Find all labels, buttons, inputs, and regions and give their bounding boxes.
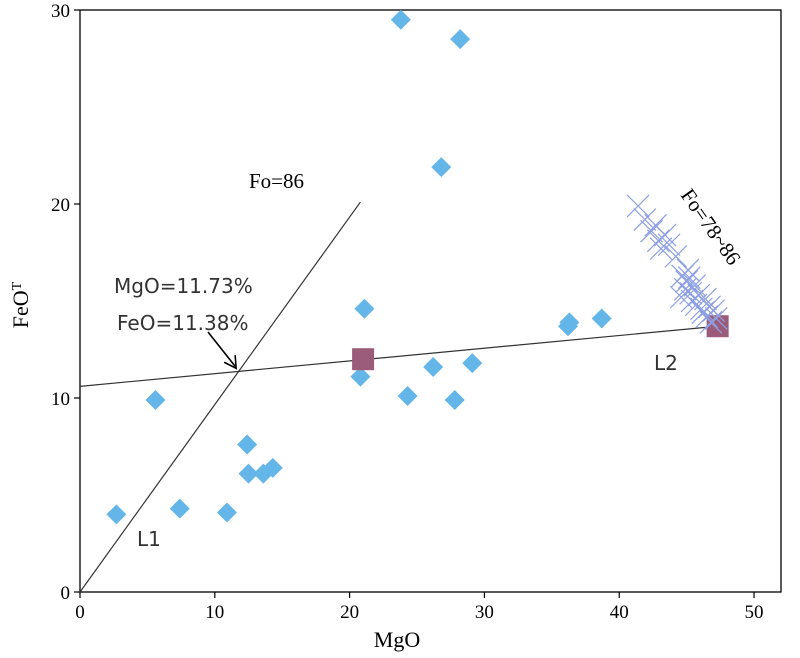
- y-tick-label: 0: [61, 583, 71, 604]
- cross-marker: [657, 233, 681, 257]
- cross-marker: [699, 310, 723, 334]
- x-tick-label: 30: [475, 602, 494, 623]
- cross-marker-stroke: [644, 213, 668, 237]
- diamond-marker: [462, 353, 483, 374]
- square-marker: [706, 315, 729, 338]
- cross-marker: [675, 270, 699, 294]
- cross-marker: [664, 244, 688, 268]
- cross-marker: [640, 219, 664, 243]
- diamond-marker: [106, 504, 127, 525]
- regression-line-l2: [79, 325, 718, 387]
- cross-marker: [676, 258, 700, 282]
- cross-marker-stroke: [687, 283, 711, 307]
- cross-marker: [649, 237, 673, 261]
- diamond-marker: [237, 434, 258, 455]
- diamond-marker: [216, 502, 237, 523]
- diamond-marker: [397, 386, 418, 407]
- x-tick-label: 10: [205, 602, 224, 623]
- cross-marker-stroke: [626, 194, 650, 218]
- feo-value-label: FeO=11.38%: [117, 311, 248, 335]
- cross-marker-stroke: [673, 277, 697, 301]
- diamond-marker: [169, 498, 190, 519]
- y-axis-title-main: FeO: [8, 290, 33, 328]
- plot-frame: [79, 9, 782, 593]
- cross-marker: [669, 285, 693, 309]
- cross-marker-stroke: [675, 270, 699, 294]
- diamond-marker: [390, 9, 411, 30]
- diamond-marker: [238, 463, 259, 484]
- cross-marker-stroke: [694, 287, 717, 311]
- y-tick-label: 10: [51, 389, 70, 410]
- diamond-marker: [450, 29, 471, 50]
- y-axis-title: FeOT: [8, 281, 33, 328]
- cross-marker-stroke: [679, 281, 703, 305]
- cross-marker: [683, 274, 707, 297]
- diamond-marker: [444, 389, 465, 410]
- diamond-marker: [350, 366, 371, 387]
- cross-marker: [679, 281, 703, 305]
- x-tick-label: 40: [610, 602, 629, 623]
- l2-label: L2: [654, 351, 678, 375]
- data-marks: [79, 9, 729, 593]
- diamond-marker: [145, 389, 166, 410]
- intersection-arrow: [207, 331, 238, 370]
- cross-marker-stroke: [640, 219, 664, 243]
- mgo-value-label: MgO=11.73%: [114, 274, 253, 298]
- cross-marker-stroke: [704, 307, 728, 330]
- cross-marker: [694, 287, 717, 311]
- cross-marker-stroke: [646, 229, 670, 253]
- cross-marker-stroke: [633, 208, 657, 231]
- diamond-marker: [423, 356, 444, 377]
- x-tick-label: 0: [75, 602, 85, 623]
- cross-marker-stroke: [690, 297, 713, 321]
- diamond-marker: [591, 308, 612, 329]
- l1-label: L1: [137, 527, 161, 551]
- cross-marker-stroke: [669, 285, 693, 309]
- cross-marker-stroke: [676, 258, 700, 282]
- cross-marker: [644, 213, 668, 237]
- cross-marker-stroke: [649, 237, 673, 261]
- diamond-marker: [262, 457, 283, 478]
- plot-area: [79, 9, 782, 593]
- cross-marker-stroke: [683, 274, 707, 297]
- diamond-marker: [354, 298, 375, 319]
- cross-marker-stroke: [699, 310, 723, 334]
- cross-marker: [633, 208, 657, 231]
- axes: 0 10 20 30 40 50 0 10 20 30: [51, 1, 764, 623]
- fo86-label: Fo=86: [249, 169, 304, 193]
- cross-marker-stroke: [657, 233, 681, 257]
- x-axis-title: MgO: [374, 627, 420, 652]
- y-tick-label: 20: [51, 195, 70, 216]
- cross-marker: [695, 305, 719, 328]
- x-tick-label: 50: [745, 602, 764, 623]
- diamond-marker: [559, 312, 580, 333]
- cross-marker-stroke: [664, 244, 688, 268]
- cross-marker: [626, 194, 650, 218]
- square-marker: [352, 348, 375, 371]
- cross-marker: [673, 277, 697, 301]
- cross-marker-stroke: [695, 305, 719, 328]
- y-axis-title-superscript: T: [10, 281, 25, 290]
- intersection-arrow-head: [223, 355, 238, 370]
- x-tick-label: 20: [340, 602, 359, 623]
- regression-line-l1: [79, 201, 361, 593]
- cross-marker: [704, 307, 728, 330]
- intersection-arrow-shaft: [207, 331, 236, 367]
- diamond-marker: [431, 157, 452, 178]
- y-tick-label: 30: [51, 1, 70, 22]
